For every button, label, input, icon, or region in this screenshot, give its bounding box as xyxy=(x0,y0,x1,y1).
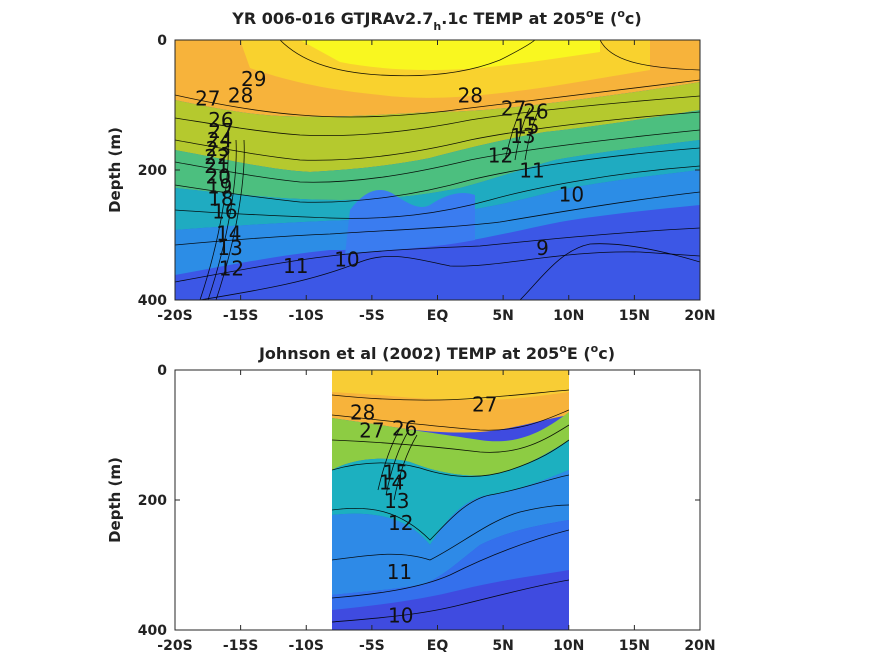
contour-label: 14 xyxy=(216,222,241,246)
x-tick-label: -20S xyxy=(157,308,192,324)
contour-label: 27 xyxy=(359,418,384,442)
contour-label: 20 xyxy=(206,164,231,188)
x-tick-label: -15S xyxy=(223,308,258,324)
chart-title-2: Johnson et al (2002) TEMP at 205oE (oc) xyxy=(258,342,615,363)
contour-label: 27 xyxy=(472,392,497,416)
chart-title-1: YR 006-016 GTJRAv2.7h.1c TEMP at 205oE (… xyxy=(231,7,641,33)
contour-label: 27 xyxy=(208,119,233,143)
x-tick-label: -10S xyxy=(289,638,324,654)
contour-label: 13 xyxy=(217,236,242,260)
contour-label: 21 xyxy=(204,154,229,178)
contour-label: 10 xyxy=(559,183,584,207)
x-tick-label: -5S xyxy=(359,308,385,324)
contour-label: 28 xyxy=(228,84,253,108)
x-tick-label: -10S xyxy=(289,308,324,324)
contour-label: 23 xyxy=(206,137,231,161)
contour-label: 9 xyxy=(536,236,549,260)
x-tick-label: 20N xyxy=(684,308,715,324)
x-tick-label: 5N xyxy=(492,638,513,654)
contour-label: 22 xyxy=(204,145,229,169)
x-tick-label: -20S xyxy=(157,638,192,654)
y-tick-label: 400 xyxy=(138,623,167,639)
contour-label: 11 xyxy=(283,254,308,278)
contour-label: 16 xyxy=(212,199,237,223)
axis-ticks-1: -20S -15S -10S -5S EQ 5N 10N 15N 20N 0 200 400 xyxy=(138,33,716,324)
panel-1: YR 006-016 GTJRAv2.7h.1c TEMP at 205oE (… xyxy=(106,7,716,324)
contour-label: 13 xyxy=(510,124,535,148)
axis-ticks-2: -20S -15S -10S -5S EQ 5N 10N 15N 20N 0 200 400 xyxy=(138,363,716,654)
contour-label: 26 xyxy=(392,416,417,440)
contour-label: 13 xyxy=(384,489,409,513)
contour-label: 11 xyxy=(387,560,412,584)
contour-label: 14 xyxy=(379,470,404,494)
contour-label: 29 xyxy=(241,67,266,91)
y-axis-label-1: Depth (m) xyxy=(106,127,124,213)
heatmap-field-2 xyxy=(175,370,700,630)
contour-label: 27 xyxy=(501,97,526,121)
x-tick-label: EQ xyxy=(427,308,449,324)
x-tick-label: -5S xyxy=(359,638,385,654)
x-tick-label: 15N xyxy=(619,308,650,324)
x-tick-label: 10N xyxy=(553,638,584,654)
x-tick-label: EQ xyxy=(427,638,449,654)
contour-label: 15 xyxy=(383,461,408,485)
heatmap-field-1 xyxy=(175,40,700,300)
contour-label: 26 xyxy=(523,99,548,123)
contour-label: 28 xyxy=(350,401,375,425)
x-tick-label: 10N xyxy=(553,308,584,324)
x-tick-label: 20N xyxy=(684,638,715,654)
y-tick-label: 200 xyxy=(138,493,167,509)
contour-label: 12 xyxy=(219,257,244,281)
contour-label: 12 xyxy=(388,511,413,535)
y-tick-label: 200 xyxy=(138,163,167,179)
contour-label: 12 xyxy=(488,144,513,168)
contour-label: 19 xyxy=(207,175,232,199)
contour-label: 26 xyxy=(208,108,233,132)
x-tick-label: -15S xyxy=(223,638,258,654)
contour-label: 28 xyxy=(458,84,483,108)
y-tick-label: 0 xyxy=(157,363,167,379)
contour-label: 18 xyxy=(208,186,233,210)
contour-label: 24 xyxy=(207,128,232,152)
contour-label: 27 xyxy=(195,86,220,110)
contour-label: 15 xyxy=(514,114,539,138)
contour-label: 10 xyxy=(388,604,413,628)
y-axis-label-2: Depth (m) xyxy=(106,457,124,543)
contour-label: 10 xyxy=(334,248,359,272)
y-tick-label: 0 xyxy=(157,33,167,49)
panel-2: Johnson et al (2002) TEMP at 205oE (oc) xyxy=(106,342,716,654)
y-tick-label: 400 xyxy=(138,293,167,309)
contour-label: 11 xyxy=(519,158,544,182)
x-tick-label: 15N xyxy=(619,638,650,654)
x-tick-label: 5N xyxy=(492,308,513,324)
